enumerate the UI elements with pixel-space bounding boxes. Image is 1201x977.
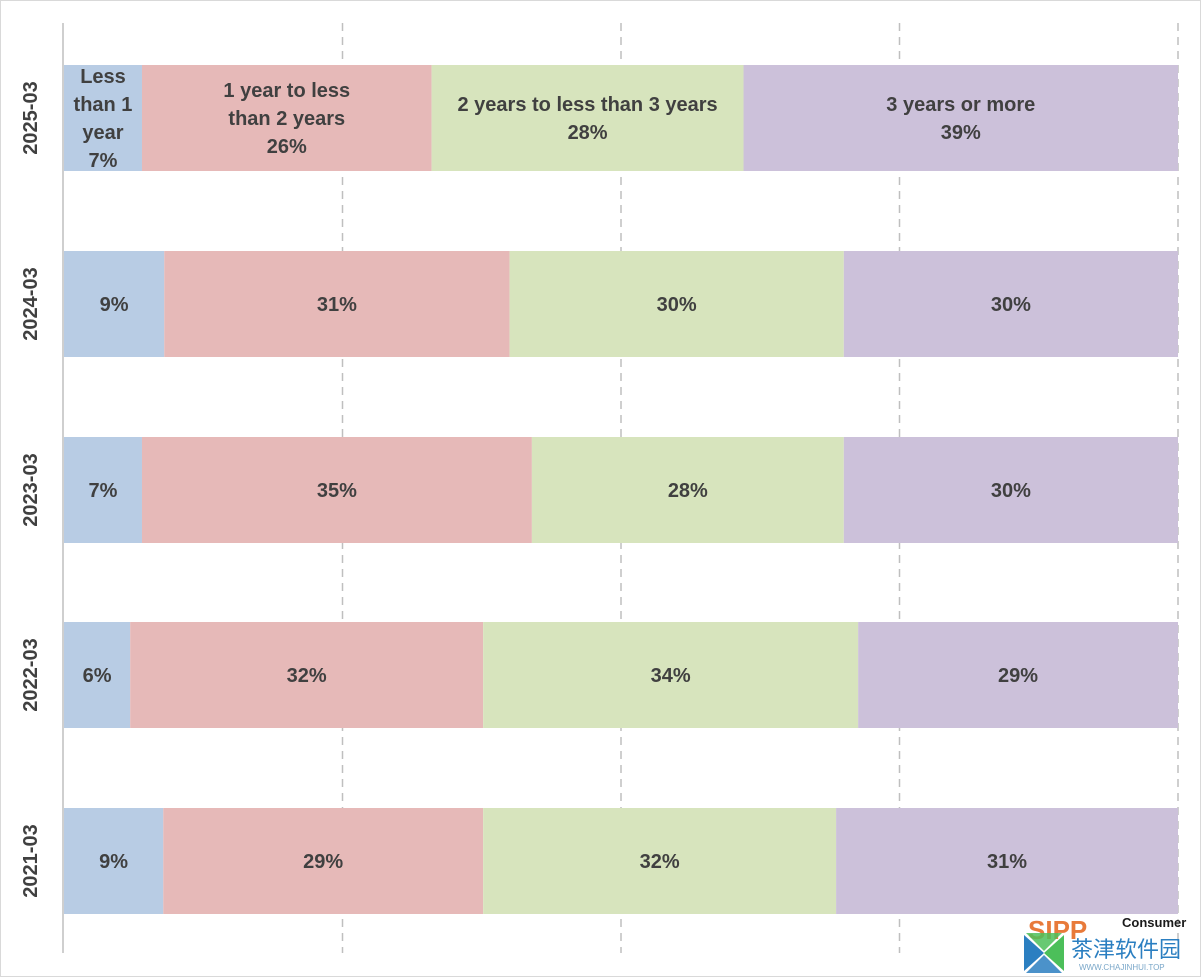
bar-2024-03-series-1	[164, 251, 510, 357]
data-label-2022-03-series-1: 32%	[287, 665, 327, 687]
watermark-cn-text: 茶津软件园	[1071, 938, 1181, 963]
data-label-2022-03-series-3: 29%	[998, 665, 1038, 687]
data-label-2024-03-series-3: 30%	[991, 294, 1031, 316]
data-label-2025-03-series-0: Less than 1 year 7%	[74, 66, 133, 172]
watermark: SIPP Consumer 茶津软件园 WWW.CHAJINHUI.TOP	[1024, 915, 1186, 973]
data-label-2023-03-series-2: 28%	[668, 480, 708, 502]
category-label-2022-03: 2022-03	[20, 638, 42, 711]
bar-2023-03-series-0	[64, 437, 142, 543]
data-label-2023-03-series-3: 30%	[991, 480, 1031, 502]
bar-2022-03-series-0	[64, 622, 131, 728]
bar-2021-03-series-2	[483, 808, 837, 914]
bar-2025-03-series-3	[743, 65, 1178, 171]
category-label-2021-03: 2021-03	[20, 824, 42, 897]
bar-2021-03-series-1	[163, 808, 484, 914]
watermark-logo-icon	[1024, 933, 1064, 973]
data-label-2025-03-series-2: 2 years to less than 3 years 28%	[458, 94, 718, 144]
bar-2022-03-series-1	[130, 622, 484, 728]
data-label-2024-03-series-0: 9%	[100, 294, 129, 316]
data-label-2021-03-series-2: 32%	[640, 851, 680, 873]
category-label-2025-03: 2025-03	[20, 81, 42, 154]
data-label-2022-03-series-0: 6%	[83, 665, 112, 687]
bars	[64, 65, 1178, 914]
data-labels: Less than 1 year 7% 1 year to less than 2 yea…	[74, 66, 1039, 873]
bar-2023-03-series-3	[843, 437, 1178, 543]
data-label-2021-03-series-0: 9%	[99, 851, 128, 873]
watermark-url: WWW.CHAJINHUI.TOP	[1079, 963, 1165, 972]
data-label-2023-03-series-1: 35%	[317, 480, 357, 502]
data-label-2021-03-series-1: 29%	[303, 851, 343, 873]
bar-2021-03-series-0	[64, 808, 164, 914]
data-label-2024-03-series-1: 31%	[317, 294, 357, 316]
bar-2024-03-series-0	[64, 251, 165, 357]
data-label-2022-03-series-2: 34%	[651, 665, 691, 687]
bar-2023-03-series-2	[531, 437, 844, 543]
data-label-2021-03-series-3: 31%	[987, 851, 1027, 873]
data-label-2025-03-series-1: 1 year to less than 2 years 26%	[223, 80, 350, 158]
data-label-2025-03-series-3: 3 years or more 39%	[886, 94, 1035, 144]
watermark-brand-word: Consumer	[1122, 915, 1186, 930]
bar-2023-03-series-1	[141, 437, 532, 543]
bar-2025-03-series-1	[141, 65, 432, 171]
category-label-2023-03: 2023-03	[20, 453, 42, 526]
bar-2024-03-series-2	[509, 251, 844, 357]
category-labels: 2025-03 2024-03 2023-03 2022-03 2021-03	[20, 81, 42, 897]
bar-2022-03-series-3	[858, 622, 1178, 728]
bar-2022-03-series-2	[483, 622, 859, 728]
data-label-2023-03-series-0: 7%	[89, 480, 118, 502]
bar-2025-03-series-2	[431, 65, 744, 171]
bar-2021-03-series-3	[836, 808, 1178, 914]
bar-2025-03-series-0	[64, 65, 142, 171]
category-label-2024-03: 2024-03	[20, 267, 42, 340]
data-label-2024-03-series-2: 30%	[657, 294, 697, 316]
bar-2024-03-series-3	[843, 251, 1178, 357]
